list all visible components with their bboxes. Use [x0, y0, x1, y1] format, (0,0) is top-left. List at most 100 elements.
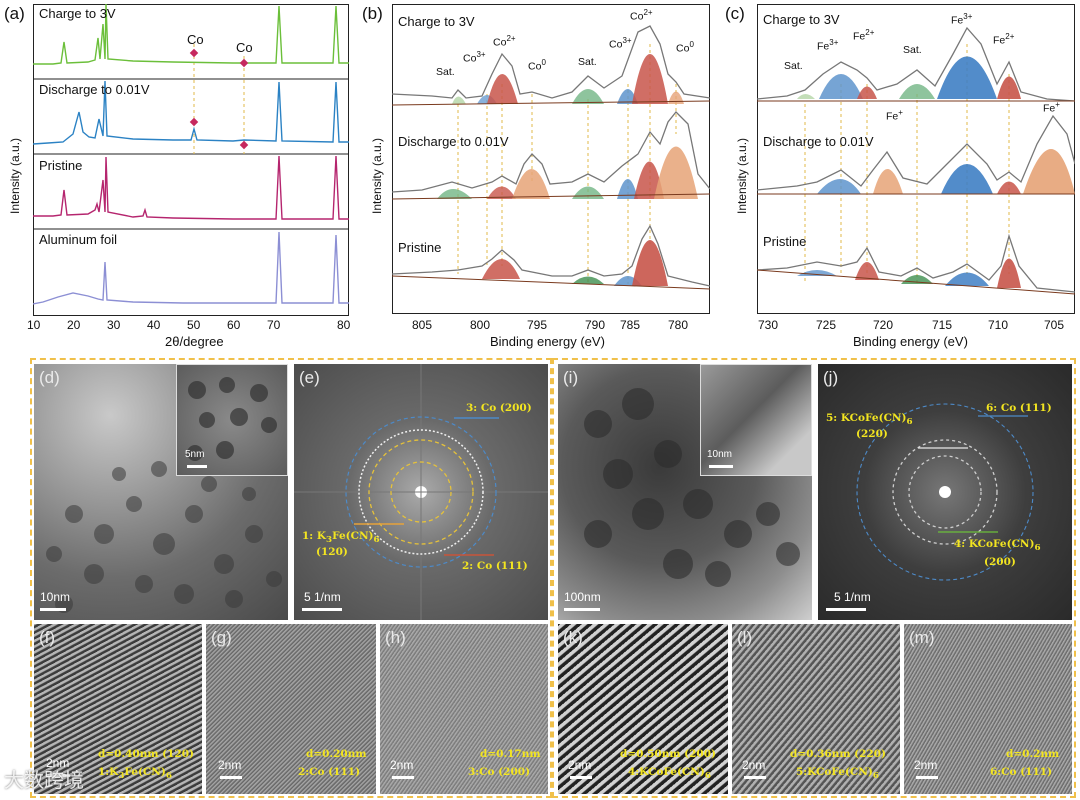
ring-label-4: 4: KCoFe(CN)6 — [954, 538, 1041, 554]
xps-fe-discharge-fill — [997, 181, 1021, 194]
xps-co-charge-fill — [632, 54, 668, 104]
panel-letter-k: (k) — [563, 628, 583, 647]
co-marker-icon — [239, 58, 249, 68]
baseline — [392, 100, 710, 106]
xps-co-charge-fill — [452, 96, 466, 104]
panel-c-plot — [757, 26, 1075, 295]
x-tick: 705 — [1044, 318, 1065, 332]
panel-b-ylabel: Intensity (a.u.) — [370, 137, 384, 214]
x-tick: 60 — [227, 318, 241, 332]
peak-label-sat: Sat. — [903, 44, 922, 56]
panel-letter-j: (j) — [823, 368, 839, 387]
xps-fe-pristine-fill — [945, 272, 989, 286]
x-tick: 710 — [988, 318, 1009, 332]
scale-bar — [744, 776, 766, 779]
peak-label-fe2: Fe2+ — [993, 32, 1015, 47]
co-label: Co — [187, 32, 204, 47]
phase-label: 6:Co (111) — [990, 766, 1053, 778]
watermark: 大数跨境 — [4, 768, 84, 792]
d-spacing-label: d=0.20nm — [306, 748, 367, 760]
tem-image-d: (d) 5nm 10nm — [34, 364, 288, 620]
scale-bar — [709, 465, 733, 468]
peak-label-co2: Co2+ — [493, 34, 516, 49]
trace-label-pristine: Pristine — [39, 158, 83, 173]
ring-label-6: 6: Co (111) — [986, 402, 1052, 414]
panel-letter-h: (h) — [385, 628, 406, 647]
xps-fe-charge-trace — [757, 26, 1075, 102]
xps-co-discharge-fill — [654, 146, 698, 199]
d-spacing-label: d=0.50nm (200) — [620, 748, 716, 760]
xps-fe-charge-fill — [857, 86, 877, 99]
xps-co-charge-fill — [487, 74, 518, 104]
panel-letter-g: (g) — [211, 628, 232, 647]
d-spacing-label: d=0.17nm — [480, 748, 541, 760]
co-marker-icon — [189, 48, 199, 58]
co-label: Co — [236, 40, 253, 55]
panel-a-plot — [33, 4, 349, 305]
panel-c-frame — [757, 4, 1075, 314]
xps-fe-discharge-fill — [941, 164, 993, 194]
phase-label: 3:Co (200) — [468, 766, 531, 778]
scale-bar — [570, 776, 592, 779]
scale-label: 5nm — [185, 449, 205, 460]
baseline — [757, 269, 1075, 295]
ring-label-5: 5: KCoFe(CN)6 — [826, 412, 913, 428]
xps-co-charge-trace — [392, 25, 710, 99]
xps-fe-charge-fill — [797, 94, 815, 99]
panel-letter-a: (a) — [4, 4, 25, 23]
scale-bar — [392, 776, 414, 779]
panel-letter-e: (e) — [299, 368, 320, 387]
xps-co-charge-fill — [668, 91, 684, 104]
peak-label-fe3: Fe3+ — [817, 38, 839, 53]
ring-label-1: 1: K3Fe(CN)6 — [302, 530, 380, 546]
trace-label-charge: Charge to 3V — [763, 12, 840, 27]
nanoparticle-texture — [46, 461, 282, 613]
xps-co-discharge-fill — [572, 186, 604, 199]
diffraction-rings — [294, 364, 548, 620]
phase-label: 2:Co (111) — [298, 766, 361, 778]
scale-label: 5 1/nm — [304, 590, 341, 604]
xps-fe-discharge-fill — [873, 169, 903, 194]
scale-label: 2nm — [46, 756, 70, 770]
x-tick: 780 — [668, 318, 689, 332]
peak-label-fe3: Fe3+ — [951, 12, 973, 27]
scale-label: 100nm — [564, 590, 601, 604]
ring-label-2: 2: Co (111) — [462, 560, 528, 572]
co-marker-icon — [189, 117, 199, 127]
ring-label-4-hkl: (200) — [984, 556, 1016, 568]
hrtem-image-l: (l) d=0.36nm (220) 5:KCoFe(CN)6 2nm — [732, 624, 900, 794]
diffraction-rings — [856, 403, 1034, 581]
co-marker-icon — [239, 140, 249, 150]
xrd-charge-trace — [33, 4, 349, 65]
d-spacing-label: d=0.36nm (220) — [790, 748, 886, 760]
hrtem-image-h: (h) d=0.17nm 3:Co (200) 2nm — [380, 624, 548, 794]
trace-label-discharge: Discharge to 0.01V — [39, 82, 150, 97]
trace-label-foil: Aluminum foil — [39, 232, 118, 247]
trace-label-pristine: Pristine — [763, 234, 807, 249]
xps-co-pristine-trace — [392, 224, 710, 287]
xps-fe-charge-fill — [937, 56, 997, 99]
phase-label: 4:KCoFe(CN)6 — [628, 766, 711, 782]
scale-bar — [826, 608, 866, 611]
xrd-foil-trace — [33, 231, 349, 305]
scale-bar — [302, 608, 342, 611]
xps-fe-pristine-trace — [757, 233, 1075, 293]
scale-bar — [46, 774, 70, 777]
x-tick: 795 — [527, 318, 548, 332]
x-tick: 790 — [585, 318, 606, 332]
trace-label-discharge: Discharge to 0.01V — [398, 134, 509, 149]
xps-fe-pristine-fill — [797, 270, 837, 276]
x-tick: 10 — [27, 318, 41, 332]
scale-bar — [40, 608, 66, 611]
hrtem-image-g: (g) d=0.20nm 2:Co (111) 2nm — [206, 624, 376, 794]
panel-b-plot — [392, 25, 710, 290]
trace-label-pristine: Pristine — [398, 240, 442, 255]
phase-label: 1:K3Fe(CN)6 — [98, 766, 172, 782]
xps-co-discharge-fill — [512, 169, 550, 199]
scale-label: 2nm — [742, 758, 766, 772]
scale-label: 2nm — [568, 758, 592, 772]
scale-bar — [564, 608, 600, 611]
peak-label-sat: Sat. — [436, 66, 455, 78]
xps-fe-discharge-fill — [817, 179, 861, 194]
peak-label-fe-plus: Fe+ — [886, 108, 903, 123]
